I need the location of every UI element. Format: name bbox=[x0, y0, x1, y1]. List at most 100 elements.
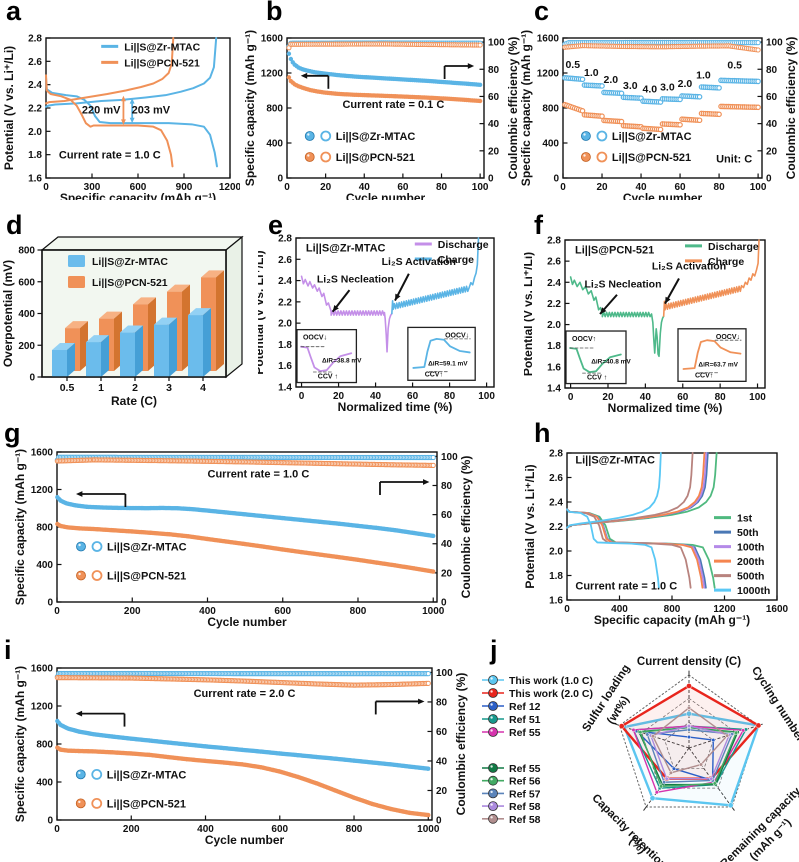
y-tick-label: 1.8 bbox=[549, 571, 563, 582]
y-axis-label: Potential (V vs. Li⁺/Li) bbox=[524, 252, 535, 376]
inset-oocv: OOCV↓ bbox=[716, 334, 740, 341]
legend-label: Charge bbox=[438, 254, 474, 266]
annotation: Li₂S Activation bbox=[382, 256, 456, 268]
axes-g: 0 200 400 600 800 100004008001200160002040608… bbox=[13, 448, 473, 630]
x-tick-label: 60 bbox=[407, 391, 419, 402]
rate-label: 0.5 bbox=[565, 59, 580, 71]
x-tick-label: 80 bbox=[444, 391, 456, 402]
y-tick-label: 2.8 bbox=[28, 34, 42, 45]
panel-g: g 0 200 400 600 800 1000 0 400 800 1200 1600 0 20 40 6… bbox=[0, 418, 532, 635]
arrow-head bbox=[418, 698, 425, 705]
axes-i: 0 200 400 600 800 100004008001200160002040608… bbox=[13, 664, 468, 848]
x-tick-label: 400 bbox=[611, 604, 628, 615]
inset-dip: OOCV↑ ΔiR=40.8 mV CCV ↑ bbox=[565, 330, 631, 385]
panel-letter-g: g bbox=[4, 418, 21, 448]
x-axis-label: Cycle number bbox=[205, 833, 285, 847]
y-tick-label: 2.6 bbox=[28, 57, 42, 68]
panel-i-chart: 0 200 400 600 800 100004008001200160002040608… bbox=[13, 664, 468, 848]
right-tick-label: 100 bbox=[766, 38, 783, 49]
series-pcn-ce bbox=[54, 457, 436, 468]
legend-i: Li||S@Zr-MTAC Li||S@PCN-521 bbox=[75, 768, 187, 810]
y-tick-label: 2.0 bbox=[549, 547, 563, 558]
x-tick-label: 20 bbox=[602, 392, 614, 403]
x-tick-label: 900 bbox=[176, 182, 193, 193]
right-tick-label: 20 bbox=[766, 146, 778, 157]
annotation bbox=[664, 277, 680, 305]
y-tick-label: 1600 bbox=[261, 34, 284, 45]
inset-bump: OOCV↓ ΔiR=59.1 mV CCV↑ bbox=[407, 326, 476, 381]
legend-label: Li||S@Zr-MTAC bbox=[107, 769, 187, 781]
y-tick-label: 2.2 bbox=[278, 297, 292, 308]
y-tick-label: 1600 bbox=[31, 448, 54, 459]
rate-label: 2.0 bbox=[678, 78, 693, 90]
legend-label: Li||S@PCN-521 bbox=[336, 152, 415, 164]
axes-a: 0 300 600 900 1200 1.6 1.8 2.0 2.2 2.4 2.6 2.8 Speci… bbox=[2, 34, 240, 201]
y-axis-label: Potential (V vs. Li⁺/Li) bbox=[258, 250, 266, 374]
x-tick-label: 100 bbox=[472, 182, 489, 193]
y-axis-label: Specific capacity (mAh g⁻¹) bbox=[13, 449, 27, 605]
axes-f: 0 20 40 60 80 100 1.4 1.6 1.8 2.0 2.2 2.4 2.6 2.8 Norm… bbox=[524, 236, 766, 416]
x-tick-label: 4 bbox=[200, 382, 206, 394]
axes-e: 0 20 40 60 80 100 1.4 1.6 1.8 2.0 2.2 2.4 2.6 2.8 Norm… bbox=[258, 234, 495, 415]
panel-title: Li||S@Zr-MTAC bbox=[306, 242, 386, 254]
y-tick-label: 1600 bbox=[537, 34, 560, 45]
legend-label: 1st bbox=[737, 513, 753, 525]
y-tick-label: 1600 bbox=[31, 664, 54, 675]
rate-label: 1.0 bbox=[584, 67, 599, 79]
x-tick-label: 400 bbox=[197, 824, 214, 835]
x-tick-label: 600 bbox=[130, 182, 147, 193]
inset-dir: ΔiR=38.8 mV bbox=[322, 357, 362, 364]
inset-oocv: OOCV↓ bbox=[445, 332, 469, 339]
y-axis-label: Specific capacity (mAh g⁻¹) bbox=[243, 30, 257, 186]
x-tick-label: 1600 bbox=[766, 604, 789, 615]
x-tick-label: 80 bbox=[436, 182, 448, 193]
legend-label: Charge bbox=[708, 256, 744, 268]
x-tick-label: 100 bbox=[750, 182, 767, 193]
series-zr-capacity bbox=[55, 718, 431, 771]
y-tick-label: 2.8 bbox=[549, 449, 563, 460]
radar-legend-label: Ref 58 bbox=[509, 814, 541, 826]
annotation bbox=[300, 72, 330, 89]
annotation bbox=[443, 63, 475, 79]
annotation bbox=[129, 98, 135, 124]
legend-label: Li||S@PCN-521 bbox=[107, 798, 186, 810]
y-tick-label: 1200 bbox=[31, 702, 54, 713]
rate-label: 4.0 bbox=[643, 84, 658, 96]
series-pcn-ce bbox=[286, 41, 483, 51]
legend-a: Li||S@Zr-MTAC Li||S@PCN-521 bbox=[101, 41, 201, 69]
radar-legend-label: Ref 51 bbox=[509, 714, 541, 726]
right-tick-label: 60 bbox=[441, 510, 453, 521]
legend-label: Li||S@Zr-MTAC bbox=[124, 41, 200, 53]
legend-label: 100th bbox=[737, 542, 764, 554]
right-tick-label: 60 bbox=[488, 92, 500, 103]
plot-frame bbox=[295, 237, 495, 388]
panel-letter-h: h bbox=[534, 418, 551, 448]
legend-label: Li||S@Zr-MTAC bbox=[92, 256, 168, 268]
legend-label: 500th bbox=[737, 571, 764, 583]
right-tick-label: 80 bbox=[436, 697, 448, 708]
legend-label: Discharge bbox=[708, 241, 759, 253]
panel-letter-d: d bbox=[6, 210, 23, 240]
y-tick-label: 1.8 bbox=[278, 340, 292, 351]
annotation bbox=[599, 294, 618, 315]
series-pcn-ce bbox=[54, 674, 431, 688]
y-tick-label: 1.4 bbox=[547, 384, 561, 395]
x-tick-label: 80 bbox=[714, 182, 726, 193]
y-tick-label: 400 bbox=[36, 560, 53, 571]
y-tick-label: 400 bbox=[542, 139, 559, 150]
y-tick-label: 2.4 bbox=[278, 276, 292, 287]
panel-j-chart: Current density (C)Cycling numberRemaini… bbox=[482, 656, 799, 862]
x-tick-label: 100 bbox=[478, 391, 495, 402]
arrow-head bbox=[423, 479, 430, 485]
series-pcn-capacity bbox=[55, 521, 436, 574]
panel-d: d 0 200 400 600 800 Overpotential (mV) 0.5 1 2 3 4… bbox=[0, 200, 266, 420]
y-axis-label: Overpotential (mV) bbox=[1, 260, 15, 367]
arrow-head bbox=[300, 72, 308, 79]
inset-ccv: CCV ↑ bbox=[318, 374, 338, 381]
legend-label: Li||S@Zr-MTAC bbox=[612, 131, 692, 143]
panel-h-chart: 0 400 800 1200 1600 1.6 1.8 2.0 2.2 2.4 2.6 2.8 Spec… bbox=[524, 449, 789, 628]
annotation-text: Unit: C bbox=[716, 154, 752, 166]
